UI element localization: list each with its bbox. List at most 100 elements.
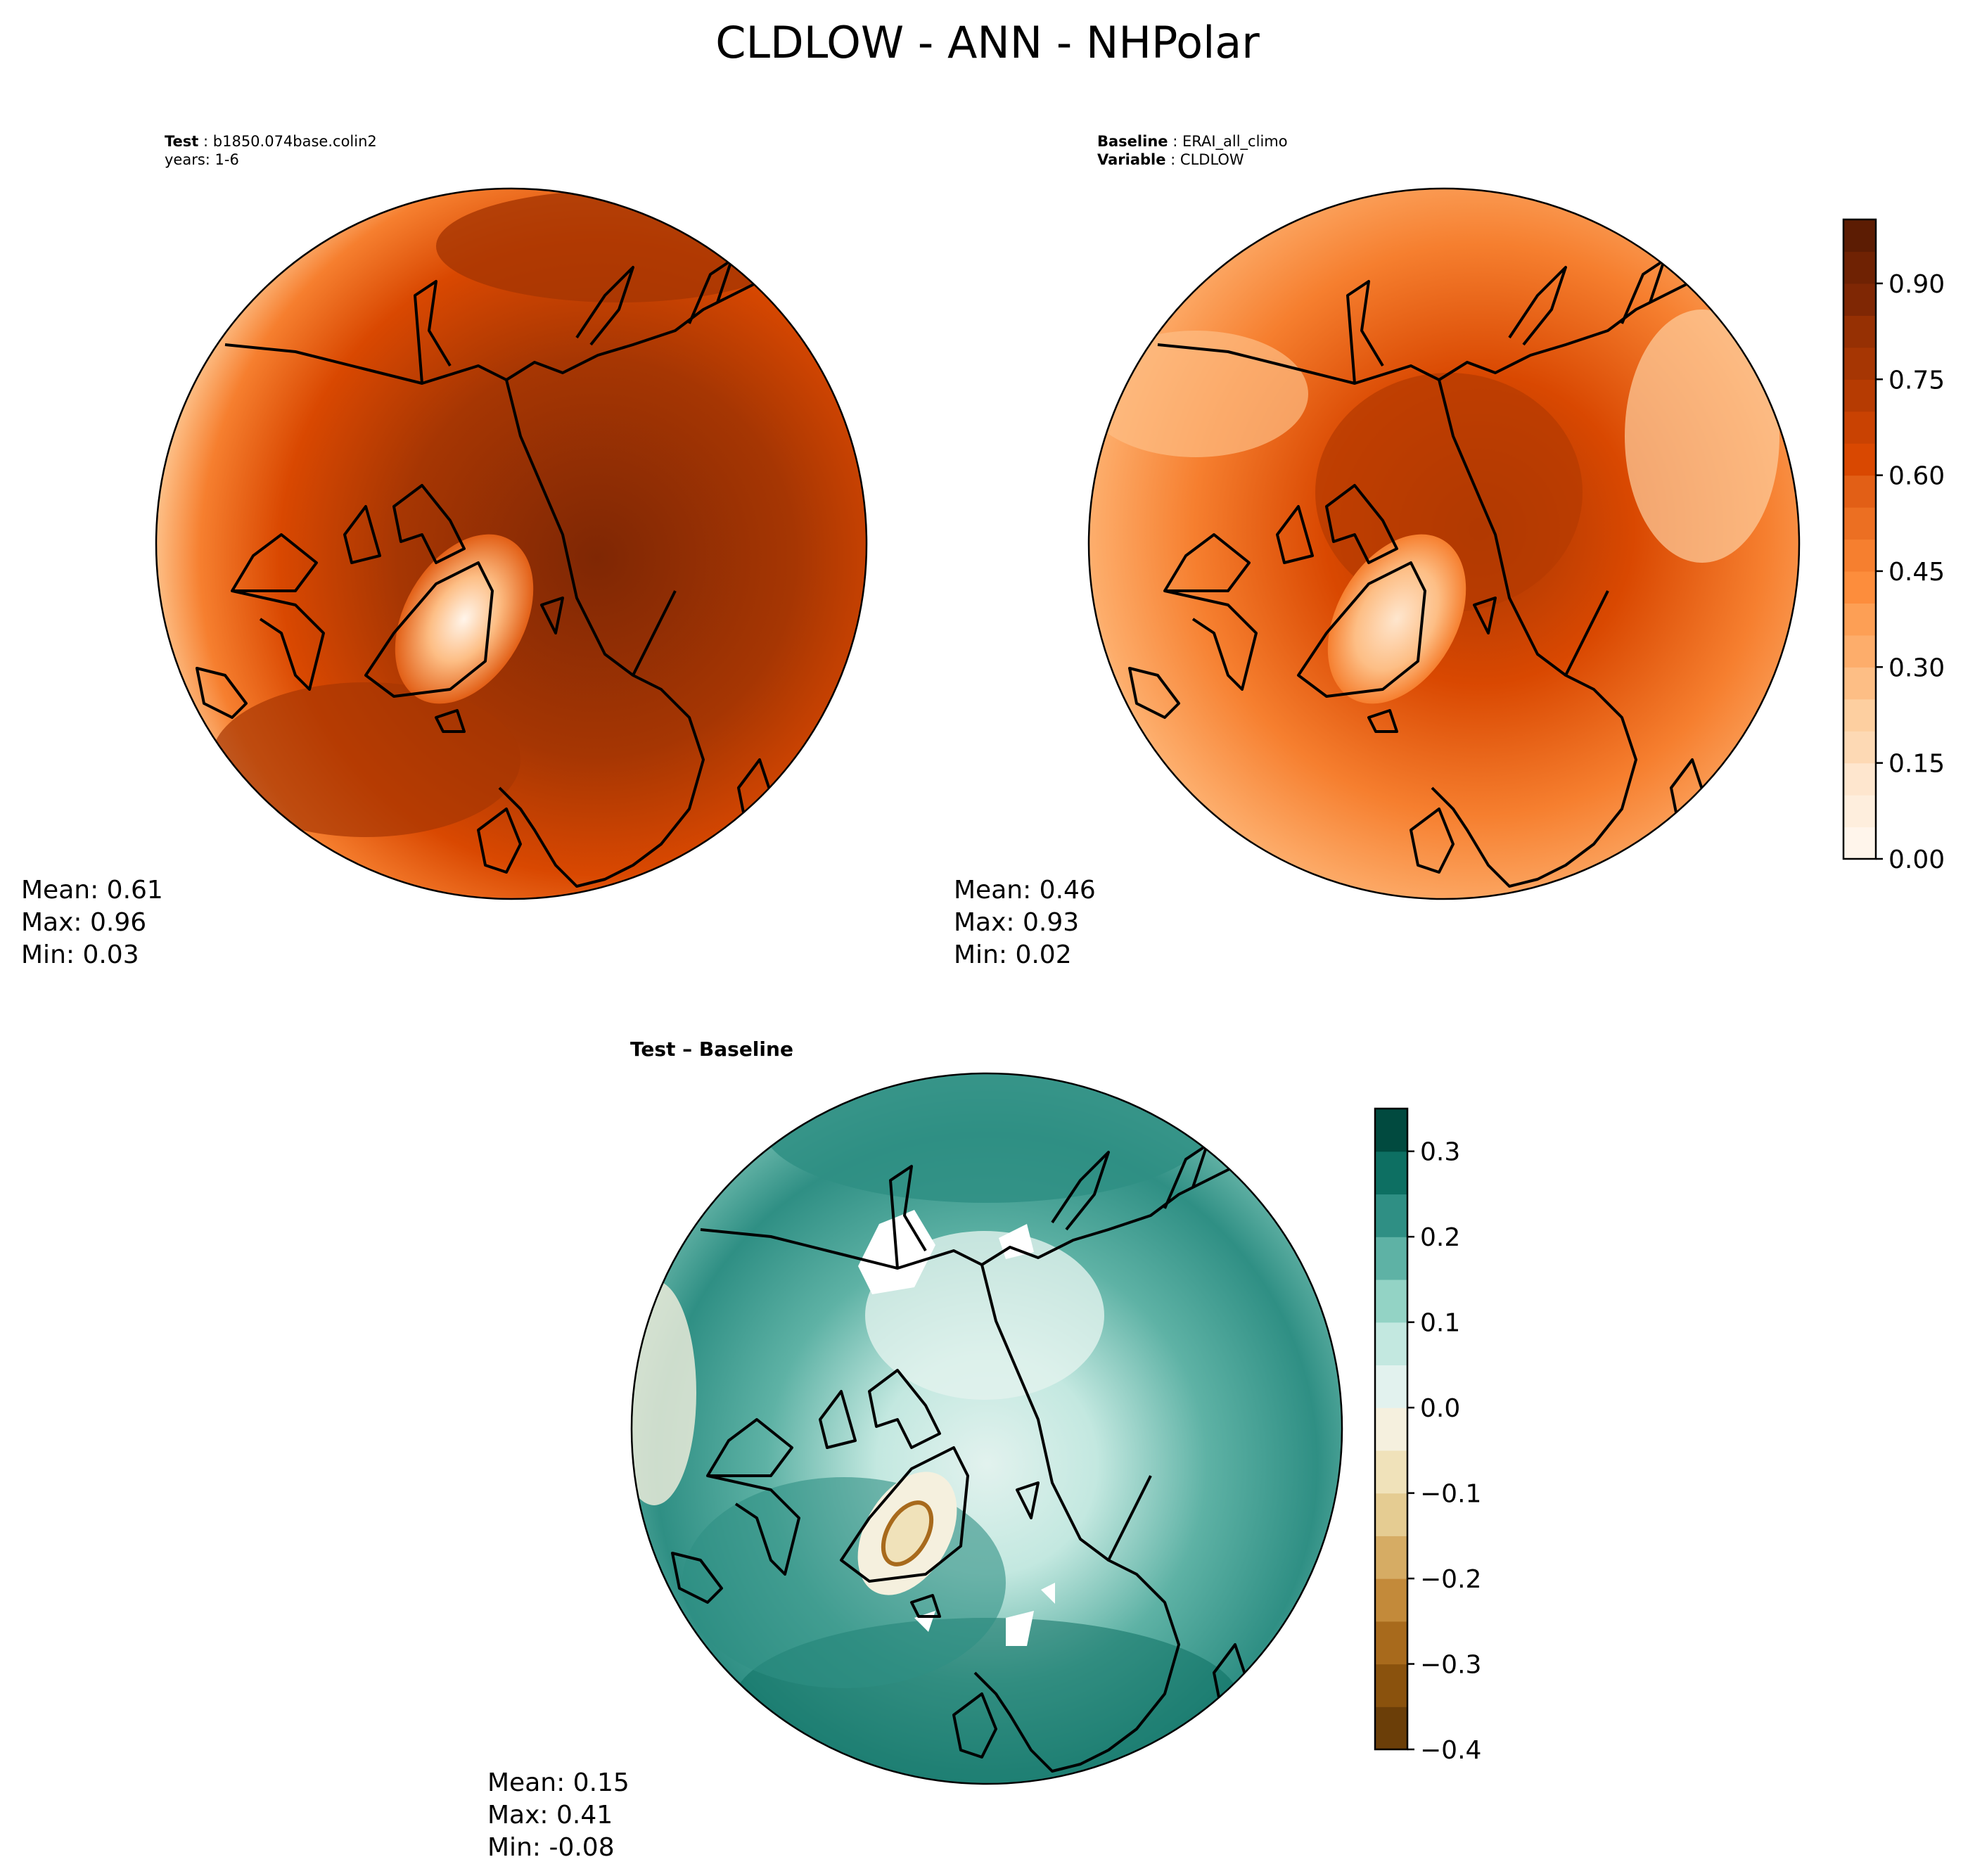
baseline-info-line-1: Baseline : ERAI_all_climo — [1097, 133, 1288, 151]
cbar-diff-band — [1375, 1109, 1407, 1152]
cbar-diff-tick-label: 0.1 — [1420, 1309, 1460, 1338]
test-info-key: Test — [165, 133, 198, 150]
diff-title: Test – Baseline — [630, 1038, 793, 1061]
cbar-main-frame — [1842, 218, 1877, 860]
panel-diff: Test – Baseline — [487, 1038, 1343, 1862]
cbar-diff-band — [1375, 1194, 1407, 1237]
baseline-info-line-2: Variable : CLDLOW — [1097, 151, 1244, 168]
test-coastlines — [196, 259, 775, 888]
cbar-main-band — [1843, 667, 1876, 700]
diff-stats: Mean: 0.15 Max: 0.41 Min: -0.08 — [487, 1768, 629, 1862]
diff-map — [632, 1073, 1342, 1784]
cbar-main-band — [1843, 570, 1876, 604]
test-info-line-1: Test : b1850.074base.colin2 — [165, 133, 377, 150]
cbar-diff-tick-label: −0.2 — [1420, 1565, 1481, 1594]
cbar-diff-frame — [1374, 1107, 1409, 1751]
test-map-boundary — [155, 187, 868, 900]
cbar-main-tick-label: 0.00 — [1888, 846, 1945, 874]
diff-mean: 0.15 — [573, 1768, 629, 1797]
cbar-diff-band — [1375, 1536, 1407, 1579]
cbar-main-band — [1843, 539, 1876, 572]
baseline-map — [1089, 189, 1799, 899]
diff-min: -0.08 — [549, 1833, 614, 1862]
cbar-diff-band — [1375, 1493, 1407, 1536]
colorbar-main: 0.00 0.15 0.30 0.45 0.60 0.75 0.90 — [1842, 218, 1945, 874]
baseline-map-boundary — [1087, 187, 1801, 900]
cbar-diff-band — [1375, 1237, 1407, 1280]
cbar-main-band — [1843, 507, 1876, 540]
diff-map-boundary — [630, 1072, 1343, 1785]
cbar-main-band — [1843, 219, 1876, 253]
cbar-main-band — [1843, 731, 1876, 764]
svg-text:Min: -0.08: Min: -0.08 — [487, 1833, 615, 1862]
panel-baseline: Baseline : ERAI_all_climo Variable : CLD… — [954, 133, 1801, 969]
svg-text:Max: 0.93: Max: 0.93 — [954, 908, 1079, 937]
svg-text:Mean: 0.46: Mean: 0.46 — [954, 876, 1096, 905]
svg-text:Max: 0.96: Max: 0.96 — [21, 908, 146, 937]
cbar-main-band — [1843, 603, 1876, 636]
cbar-diff-tick-label: −0.4 — [1420, 1736, 1481, 1765]
cbar-diff-band — [1375, 1408, 1407, 1451]
svg-text:Mean: 0.61: Mean: 0.61 — [21, 876, 163, 905]
cbar-main-band — [1843, 795, 1876, 828]
panel-test: Test : b1850.074base.colin2 years: 1-6 — [21, 133, 868, 969]
test-info-line-2: years: 1-6 — [165, 151, 239, 168]
variable-info-value: CLDLOW — [1180, 151, 1244, 168]
svg-text:Max: 0.41: Max: 0.41 — [487, 1801, 613, 1830]
svg-text:Min: 0.02: Min: 0.02 — [954, 940, 1072, 969]
cbar-main-tick-label: 0.15 — [1888, 750, 1945, 779]
baseline-max: 0.93 — [1023, 908, 1079, 937]
baseline-stats: Mean: 0.46 Max: 0.93 Min: 0.02 — [954, 876, 1096, 969]
cbar-diff-band — [1375, 1664, 1407, 1707]
cbar-diff-band — [1375, 1322, 1407, 1365]
baseline-info-key: Baseline — [1097, 133, 1168, 150]
cbar-diff-band — [1375, 1450, 1407, 1494]
cbar-diff-band — [1375, 1279, 1407, 1323]
baseline-mean: 0.46 — [1040, 876, 1096, 905]
cbar-diff-tick-label: −0.1 — [1420, 1480, 1481, 1509]
cbar-diff-band — [1375, 1621, 1407, 1665]
cbar-diff-tick-label: 0.3 — [1420, 1138, 1460, 1167]
baseline-info-value: ERAI_all_climo — [1182, 133, 1288, 151]
test-mean: 0.61 — [107, 876, 163, 905]
cbar-main-band — [1843, 827, 1876, 860]
cbar-main-tick-label: 0.75 — [1888, 366, 1945, 395]
cbar-main-band — [1843, 634, 1876, 668]
figure-title: CLDLOW - ANN - NHPolar — [715, 17, 1260, 68]
cbar-main-band — [1843, 475, 1876, 508]
cbar-main-band — [1843, 762, 1876, 796]
diff-max: 0.41 — [556, 1801, 613, 1830]
cbar-diff-band — [1375, 1706, 1407, 1750]
colorbar-diff: −0.4 −0.3 −0.2 −0.1 0.0 0.1 0.2 0.3 — [1374, 1107, 1481, 1765]
cbar-main-tick-label: 0.45 — [1888, 558, 1945, 587]
svg-text:Mean: 0.15: Mean: 0.15 — [487, 1768, 629, 1797]
test-min: 0.03 — [82, 940, 139, 969]
cbar-diff-band — [1375, 1151, 1407, 1195]
cbar-main-band — [1843, 379, 1876, 412]
cbar-diff-band — [1375, 1365, 1407, 1408]
cbar-diff-tick-label: 0.2 — [1420, 1223, 1460, 1252]
cbar-main-tick-label: 0.60 — [1888, 462, 1945, 491]
svg-text:Min: 0.03: Min: 0.03 — [21, 940, 139, 969]
baseline-coastlines — [1128, 259, 1708, 888]
test-max: 0.96 — [90, 908, 146, 937]
baseline-greenland-low — [1327, 534, 1466, 704]
baseline-min: 0.02 — [1015, 940, 1071, 969]
cbar-main-tick-label: 0.90 — [1888, 270, 1945, 299]
diff-coastlines — [671, 1144, 1251, 1773]
cbar-diff-band — [1375, 1578, 1407, 1622]
cbar-main-band — [1843, 347, 1876, 380]
cbar-main-band — [1843, 443, 1876, 476]
test-map — [156, 189, 867, 899]
test-stats: Mean: 0.61 Max: 0.96 Min: 0.03 — [21, 876, 163, 969]
cbar-diff-tick-label: −0.3 — [1420, 1651, 1481, 1680]
cbar-diff-tick-label: 0.0 — [1420, 1394, 1460, 1423]
cbar-main-band — [1843, 315, 1876, 348]
cbar-main-band — [1843, 411, 1876, 444]
test-info-value: b1850.074base.colin2 — [213, 133, 377, 150]
cbar-main-band — [1843, 251, 1876, 284]
test-greenland-low — [395, 534, 534, 704]
cbar-main-tick-label: 0.30 — [1888, 653, 1945, 682]
cbar-main-band — [1843, 698, 1876, 732]
